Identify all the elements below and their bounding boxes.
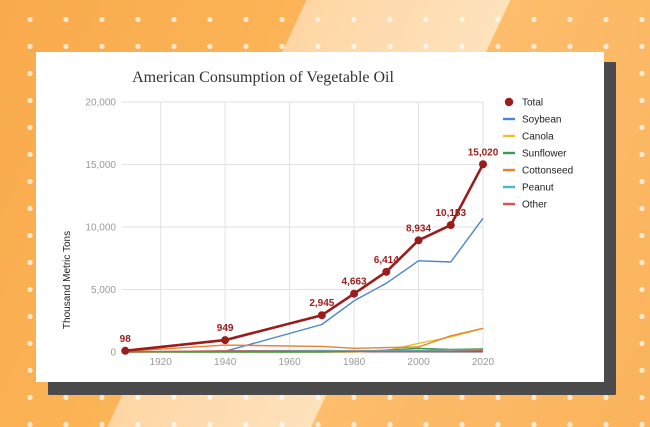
y-tick-label: 5,000 — [91, 285, 116, 296]
total-data-label: 6,414 — [374, 255, 399, 266]
total-data-label: 8,934 — [406, 223, 431, 234]
series-lines — [121, 160, 487, 355]
y-tick-label: 15,000 — [85, 160, 116, 171]
y-axis-label: Thousand Metric Tons — [62, 231, 73, 329]
legend-label-soybean: Soybean — [522, 115, 561, 126]
series-line-cottonseed — [125, 327, 484, 352]
y-tick-label: 0 — [110, 348, 116, 359]
x-tick-label: 1960 — [278, 357, 301, 368]
total-point — [350, 289, 359, 298]
total-point — [446, 221, 455, 230]
x-tick-label: 1940 — [214, 357, 237, 368]
total-point — [414, 236, 423, 245]
grid-lines — [122, 101, 484, 353]
total-data-label: 4,663 — [342, 277, 367, 288]
total-point — [382, 267, 391, 276]
x-tick-label: 2000 — [407, 357, 430, 368]
series-line-soybean — [125, 217, 484, 353]
legend-label-total: Total — [522, 98, 543, 109]
y-tick-label: 20,000 — [85, 98, 116, 109]
legend-label-sunflower: Sunflower — [522, 149, 567, 160]
series-line-total — [125, 163, 485, 353]
data-labels: 98 949 2,945 4,663 6,414 8,934 10,153 15,020 — [120, 147, 499, 345]
total-data-label: 10,153 — [435, 208, 466, 219]
total-data-label: 15,020 — [468, 147, 499, 158]
y-tick-label: 10,000 — [85, 223, 116, 234]
series-line-other — [125, 350, 484, 353]
total-point — [479, 160, 487, 169]
legend-marker-total — [504, 97, 514, 107]
legend-label-other: Other — [522, 200, 548, 211]
chart-title: American Consumption of Vegetable Oil — [132, 69, 394, 86]
legend-label-canola: Canola — [522, 132, 554, 143]
total-point — [221, 336, 230, 345]
chart-card: American Consumption of Vegetable Oil Th… — [36, 52, 604, 382]
total-data-label: 2,945 — [309, 298, 334, 309]
x-tick-label: 2020 — [472, 357, 495, 368]
x-tick-label: 1980 — [343, 357, 366, 368]
total-point — [317, 311, 326, 320]
legend-label-cottonseed: Cottonseed — [522, 166, 573, 177]
legend: Total Soybean Canola Sunflower Cottonseed Pea… — [503, 98, 573, 211]
axis-ticks: 0 5,000 10,000 15,000 20,000 1920 1940 1960 1980… — [85, 98, 494, 369]
total-data-label: 949 — [217, 323, 234, 334]
chart-svg: American Consumption of Vegetable Oil Th… — [62, 69, 573, 369]
x-tick-label: 1920 — [150, 357, 173, 368]
total-point — [121, 346, 130, 355]
legend-label-peanut: Peanut — [522, 183, 554, 194]
total-data-label: 98 — [120, 334, 132, 345]
